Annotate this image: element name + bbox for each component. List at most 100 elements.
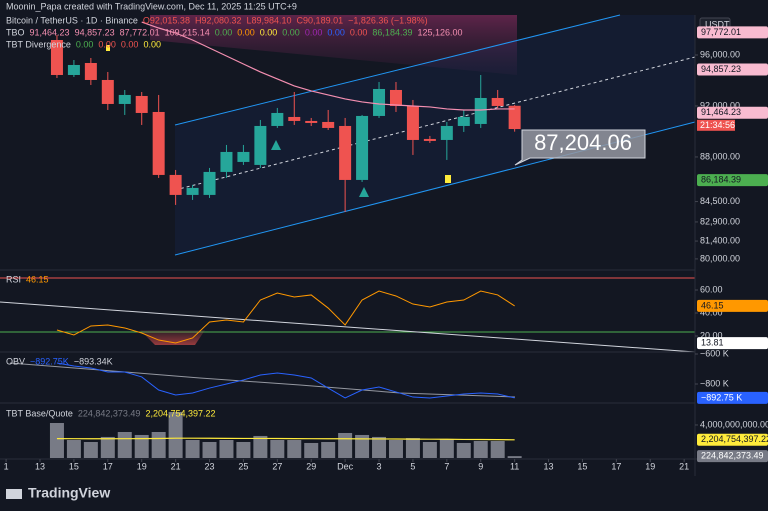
y-tick-label: 84,500.00 (700, 196, 740, 206)
candle-body (118, 94, 131, 104)
volume-bar (321, 441, 336, 458)
volume-bar (304, 442, 319, 458)
volume-bar (490, 440, 505, 458)
channel-upper (174, 14, 621, 126)
currency: USDT (705, 19, 730, 29)
candle-body (440, 125, 453, 140)
volume-bar (439, 439, 454, 458)
obv-average (9, 362, 516, 398)
legend-value: 224,842,373.49 (78, 408, 141, 418)
x-tick-label: 13 (544, 461, 554, 471)
volume-bar (253, 435, 268, 458)
candle-body (322, 121, 335, 128)
indicator-value: 0.00 (98, 39, 116, 49)
y-tick-label: 92,000.00 (700, 100, 740, 110)
volume-bar (372, 436, 387, 458)
y-tick-label: 88,000.00 (700, 151, 740, 161)
moving-average (141, 21, 515, 111)
price-label-box (697, 63, 768, 76)
x-tick-label: 3 (377, 461, 382, 471)
channel-fill (175, 15, 695, 255)
candle-body (423, 138, 436, 141)
price-label: 91,464.23 (701, 107, 741, 117)
x-tick-label: 15 (577, 461, 587, 471)
x-tick-label: 15 (69, 461, 79, 471)
candle-body (203, 171, 216, 195)
volume-bar (219, 440, 234, 458)
candle-body (84, 62, 97, 80)
candle-body (220, 151, 233, 172)
y-tick-label: 82,900.00 (700, 216, 740, 226)
pane (50, 21, 521, 212)
indicator-value: 0.00 (282, 27, 300, 37)
y-tick-label: −600 K (700, 348, 729, 358)
price-label: 86,184.39 (701, 174, 741, 184)
candle-body (339, 125, 352, 180)
price-label: 46.15 (701, 300, 724, 310)
candle-body (305, 120, 318, 123)
candle-body (474, 97, 487, 124)
price-label: 94,857.23 (701, 64, 741, 74)
volume-bar (100, 436, 115, 458)
candle-body (152, 111, 165, 175)
price-label-box (697, 337, 768, 350)
x-tick-label: 17 (103, 461, 113, 471)
x-tick-label: 19 (645, 461, 655, 471)
legend-value: 46.15 (26, 274, 49, 284)
indicator-value: 0.00 (215, 27, 233, 37)
y-tick-label: 60.00 (700, 284, 723, 294)
candle-body (271, 112, 284, 126)
price-label-box (697, 299, 768, 312)
volume-bar (388, 440, 403, 458)
indicator-value: 86,184.39 (372, 27, 412, 37)
candle-body (50, 40, 63, 75)
signal-triangle (359, 187, 369, 197)
indicator-value: 0.00 (305, 27, 323, 37)
y-tick-label: 4,000,000,000.00 (700, 419, 768, 429)
x-tick-label: 23 (205, 461, 215, 471)
rsi-oversold-fill (140, 330, 205, 345)
y-tick-label: 96,000.00 (700, 49, 740, 59)
candle-body (101, 79, 114, 104)
volume-bar (49, 422, 64, 458)
volume-bar (355, 434, 370, 458)
legend-value: C90,189.01 (297, 15, 344, 25)
volume-bar (117, 431, 132, 458)
pane (49, 411, 522, 458)
legend-value: 2,204,754,397.22 (145, 408, 215, 418)
price-label: 97,772.01 (701, 27, 741, 37)
signal-triangle (271, 140, 281, 150)
x-tick-label: 27 (272, 461, 282, 471)
volume-bar (422, 441, 437, 458)
candle-body (406, 105, 419, 140)
price-label-box (697, 450, 768, 463)
indicator-value: 94,857.23 (75, 27, 115, 37)
volume-bar (507, 456, 522, 458)
legend-value: H92,080.32 (195, 15, 242, 25)
x-tick-label: 29 (306, 461, 316, 471)
y-tick-label: −800 K (700, 378, 729, 388)
x-tick-label: 25 (238, 461, 248, 471)
signal-marker (106, 45, 110, 51)
volume-bar (66, 440, 81, 458)
series-line (56, 290, 515, 344)
pane-title: TBT Base/Quote (6, 408, 73, 418)
x-tick-label: 5 (410, 461, 415, 471)
price-label-box (697, 26, 768, 39)
x-tick-label: 21 (679, 461, 689, 471)
y-tick-label: 81,400.00 (700, 235, 740, 245)
legend-value: O92,015.38 (143, 15, 190, 25)
indicator-value: 0.00 (260, 27, 278, 37)
countdown-box (697, 119, 735, 131)
footer (0, 476, 768, 511)
volume-bar (456, 442, 471, 458)
volume-bar (185, 440, 200, 458)
volume-average (56, 437, 515, 441)
candle-body (186, 187, 199, 195)
candle-body (373, 88, 386, 116)
x-tick-label: 13 (35, 461, 45, 471)
candle-body (254, 125, 267, 165)
